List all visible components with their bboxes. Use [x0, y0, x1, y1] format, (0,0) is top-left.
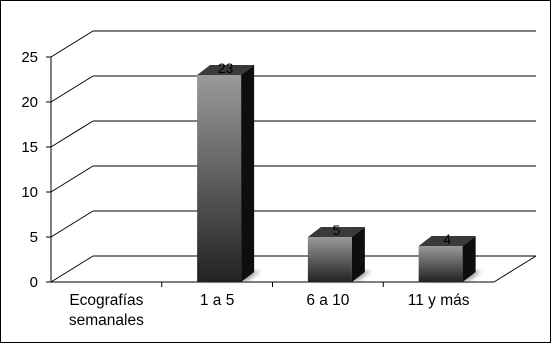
bar-side	[462, 236, 476, 282]
bar	[418, 246, 463, 282]
y-tick-label: 20	[21, 94, 38, 111]
x-category-label: semanales	[69, 312, 144, 329]
bar-side	[241, 65, 255, 282]
bar	[197, 75, 242, 282]
gridline-side	[50, 255, 94, 283]
bar-top	[197, 65, 255, 75]
y-tick-label: 15	[21, 139, 38, 156]
data-label: 4	[443, 231, 451, 247]
y-tick-label: 0	[30, 274, 38, 291]
bar	[307, 237, 352, 282]
x-category-label: 6 a 10	[306, 292, 349, 309]
bar-side	[351, 227, 365, 282]
gridline-side	[50, 210, 94, 238]
x-category-label: Ecografías	[69, 292, 143, 309]
x-category-label: 1 a 5	[200, 292, 234, 309]
data-label: 23	[218, 60, 234, 76]
bar-chart: 0 5 10 15 20 25 Ecografías semanales 1 a 5 23 6 a …	[21, 30, 537, 329]
data-label: 5	[332, 222, 340, 238]
gridline-side	[50, 30, 94, 58]
gridline-side	[50, 75, 94, 103]
gridline-side	[50, 165, 94, 193]
y-tick-label: 25	[21, 49, 38, 66]
bar-top	[307, 227, 365, 237]
bar-top	[418, 236, 476, 246]
y-tick-label: 10	[21, 184, 38, 201]
y-tick-label: 5	[30, 229, 38, 246]
floor-edge	[493, 255, 537, 283]
gridline-side	[50, 120, 94, 148]
x-category-label: 11 y más	[408, 292, 470, 309]
